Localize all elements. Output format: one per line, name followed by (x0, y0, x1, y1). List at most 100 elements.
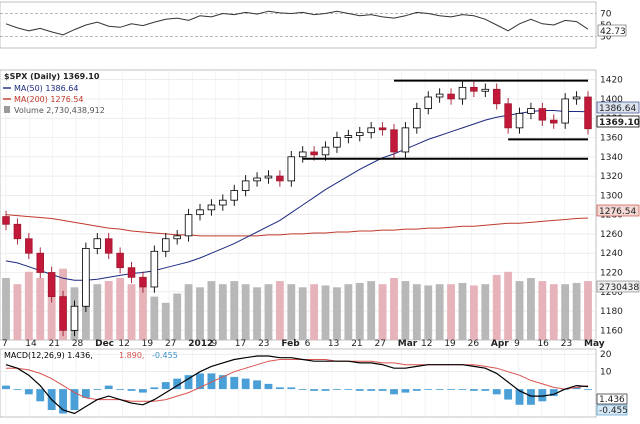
x-tick-label: 23 (561, 339, 572, 349)
ma200-last-value: 1276.54 (599, 207, 636, 217)
macd-histogram-bar (24, 389, 33, 395)
volume-bar (469, 285, 478, 340)
candle-body (378, 127, 387, 131)
x-tick-label: 14 (25, 339, 37, 349)
candle-body (492, 88, 501, 105)
x-tick-label: May (584, 339, 605, 349)
x-tick-label: 12 (421, 339, 432, 349)
volume-bar (492, 274, 501, 340)
macd-histogram-bar (367, 389, 376, 391)
volume-bar (93, 284, 102, 340)
volume-bar (104, 281, 113, 340)
x-tick-label: Mar (398, 339, 418, 349)
volume-bar (230, 281, 239, 340)
macd-line (5, 355, 589, 415)
candle-body (36, 252, 44, 273)
macd-histogram-bar (447, 389, 455, 390)
volume-bar (435, 284, 444, 340)
macd-histogram-bar (310, 389, 319, 391)
candle-body (47, 272, 56, 298)
x-tick-label: Apr (491, 339, 509, 349)
candle-body (458, 86, 467, 100)
x-tick-label: 2012 (188, 339, 213, 349)
price-tick-label: 1400 (600, 95, 623, 105)
price-tick-label: 1420 (600, 76, 623, 86)
macd-signal-line (6, 359, 589, 402)
macd-histogram-bar (344, 389, 353, 390)
macd-hist-last-value: -0.455 (599, 406, 628, 416)
volume-bar (549, 284, 558, 340)
candle-body (435, 93, 444, 98)
legend-ma50: MA(50) 1386.64 (14, 84, 78, 93)
x-tick-label: 21 (49, 339, 60, 349)
candle-body (310, 151, 318, 156)
legend-macd: MACD(12,26,9) 1.436, (4, 351, 93, 360)
candle-body (219, 199, 227, 206)
volume-bar (572, 282, 581, 340)
macd-histogram-bar (412, 389, 421, 391)
macd-histogram-bar (538, 389, 547, 402)
macd-histogram-bar (2, 385, 10, 390)
macd-histogram-bar (435, 389, 444, 390)
macd-last-value: 1.436 (599, 395, 625, 405)
macd-histogram-bar (253, 380, 261, 390)
macd-histogram-bar (378, 389, 387, 391)
x-tick-label: 7 (2, 339, 8, 349)
macd-histogram-bar (355, 389, 364, 391)
volume-bar (390, 278, 398, 340)
macd-histogram-bar (390, 389, 398, 395)
candle-body (356, 132, 364, 136)
macd-histogram-bar (59, 389, 67, 414)
volume-bar (424, 285, 433, 340)
macd-histogram-bar (104, 385, 113, 390)
rsi-panel: 705030 42.73 (0, 1, 627, 49)
macd-histogram-bar (469, 389, 478, 391)
macd-histogram-bar (275, 387, 284, 390)
macd-histogram-bar (36, 389, 45, 402)
candle-body (276, 175, 284, 182)
macd-histogram-bar (161, 382, 170, 390)
volume-bar (264, 284, 273, 340)
x-tick-label: Feb (281, 339, 300, 349)
volume-bar (139, 287, 147, 340)
price-tick-label: 1260 (600, 230, 623, 240)
legend-ma200: MA(200) 1276.54 (14, 95, 84, 104)
x-tick-label: 16 (537, 339, 549, 349)
macd-histogram-bar (458, 389, 467, 390)
price-tick-label: 1220 (600, 269, 623, 279)
macd-histogram-bar (230, 376, 239, 390)
volume-bar (116, 278, 125, 340)
macd-histogram-bar (218, 375, 227, 390)
candle-body (504, 103, 512, 129)
macd-histogram-bar (81, 389, 90, 398)
macd-histogram-bar (287, 387, 296, 390)
x-tick-label: 13 (328, 339, 339, 349)
candle-body (515, 112, 524, 129)
rsi-tick-label: 70 (600, 10, 612, 20)
rsi-tick-label: 30 (600, 33, 612, 43)
candle-body (241, 180, 250, 191)
x-tick-label: Dec (95, 339, 114, 349)
macd-histogram-bar (401, 389, 410, 393)
price-tick-label: 1240 (600, 249, 623, 259)
volume-bar (378, 284, 387, 340)
candle-body (25, 238, 33, 254)
price-tick-label: 1340 (600, 153, 623, 163)
volume-bar (561, 284, 570, 340)
volume-bar (241, 284, 250, 340)
legend-volume-swatch (4, 106, 10, 113)
macd-histogram-bar (150, 387, 159, 390)
price-panel: 1160118012001220124012601280130013201340… (0, 69, 640, 349)
volume-bar (275, 281, 284, 340)
candle-body (162, 238, 170, 252)
volume-bar (527, 278, 535, 340)
price-title: $SPX (Daily) 1369.10 (4, 72, 100, 81)
volume-bar (184, 284, 193, 340)
macd-histogram-bar (515, 389, 524, 405)
macd-histogram-bar (184, 375, 193, 390)
candle-body (173, 235, 181, 240)
candle-body (93, 238, 102, 249)
x-tick-label: 19 (444, 339, 456, 349)
macd-histogram-bar (139, 389, 147, 393)
